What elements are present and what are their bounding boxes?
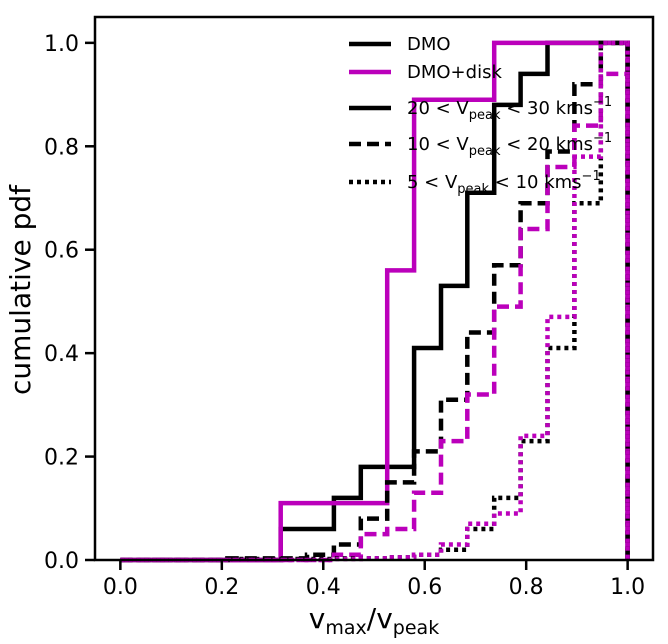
series-disk_hi: [120, 40, 630, 563]
y-tick-label: 0.6: [44, 239, 79, 264]
legend-label: DMO+disk: [407, 62, 502, 83]
series-disk_lo: [120, 40, 630, 563]
legend-label: 10 < Vpeak < 20 kms−1: [407, 131, 612, 159]
y-axis-label: cumulative pdf: [4, 184, 37, 395]
y-tick-label: 0.2: [44, 446, 79, 471]
plot-frame: [93, 15, 655, 562]
y-tick-label: 1.0: [44, 32, 79, 57]
y-tick-label: 0.4: [44, 342, 79, 367]
x-tick-label: 1.0: [610, 575, 645, 600]
series-dmo_lo: [120, 40, 630, 563]
x-axis-label: vmax/vpeak: [309, 602, 439, 639]
legend-label: 5 < Vpeak < 10 kms−1: [407, 169, 601, 197]
y-tick-label: 0.8: [44, 135, 79, 160]
legend-label: 20 < Vpeak < 30 kms−1: [407, 95, 612, 123]
x-tick-label: 0.4: [306, 575, 341, 600]
legend-label: DMO: [407, 34, 451, 55]
series-dmo_hi: [120, 40, 630, 563]
x-tick-label: 0.2: [204, 575, 239, 600]
series-dmo_mid: [120, 40, 630, 563]
x-tick-label: 0.6: [407, 575, 442, 600]
legend: DMO DMO+disk 20 < Vpeak < 30 kms−1 10 < Vpe…: [349, 34, 612, 197]
series-layer: [120, 40, 630, 563]
x-tick-label: 0.0: [103, 575, 138, 600]
ticks-layer: 0.0 0.2 0.4 0.6 0.8 1.0 0.0 0.2 0.4 0.6 0.8 1.0: [44, 32, 645, 600]
y-tick-label: 0.0: [44, 549, 79, 574]
x-tick-label: 0.8: [509, 575, 544, 600]
